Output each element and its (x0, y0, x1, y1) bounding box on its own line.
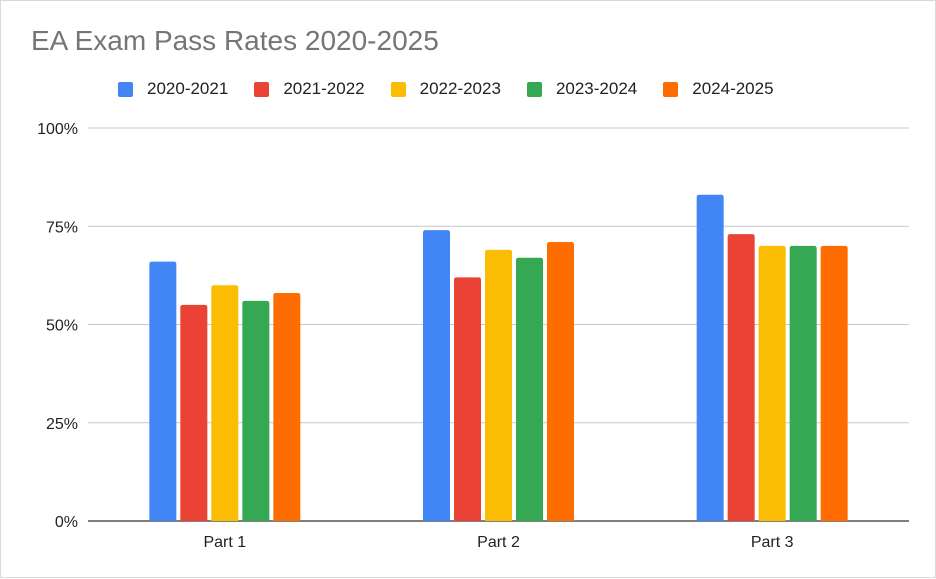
legend-item-2021-2022[interactable]: 2021-2022 (254, 79, 365, 99)
legend-item-2024-2025[interactable]: 2024-2025 (663, 79, 774, 99)
legend-label: 2022-2023 (419, 79, 501, 98)
bar-part-2-2023-2024[interactable] (516, 257, 543, 521)
bar-part-3-2023-2024[interactable] (789, 245, 817, 521)
chart-title: EA Exam Pass Rates 2020-2025 (31, 25, 439, 56)
chart-legend: 2020-2021 2021-2022 2022-2023 2023-2024 2024… (118, 78, 800, 100)
legend-item-2023-2024[interactable]: 2023-2024 (526, 79, 638, 99)
bar-part-1-2024-2025[interactable] (273, 293, 301, 521)
bar-part-2-2020-2021[interactable] (423, 230, 450, 521)
x-tick-label: Part 2 (477, 534, 520, 551)
bar-part-1-2022-2023[interactable] (211, 285, 239, 521)
legend-swatch (118, 81, 133, 97)
bar-part-3-2021-2022[interactable] (727, 234, 755, 522)
legend-label: 2020-2021 (147, 79, 229, 98)
y-tick-label: 100% (37, 121, 78, 138)
bar-part-1-2023-2024[interactable] (242, 300, 270, 521)
y-tick-label: 50% (46, 318, 78, 335)
legend-swatch (526, 81, 542, 97)
bar-part-3-2022-2023[interactable] (758, 245, 786, 521)
legend-item-2022-2023[interactable]: 2022-2023 (390, 79, 501, 99)
legend-label: 2021-2022 (283, 79, 365, 98)
bar-part-2-2022-2023[interactable] (485, 249, 512, 521)
x-tick-label: Part 1 (203, 534, 246, 551)
bar-part-3-2024-2025[interactable] (820, 245, 848, 521)
y-tick-label: 0% (55, 514, 78, 531)
bar-part-2-2021-2022[interactable] (454, 277, 481, 521)
bar-part-1-2020-2021[interactable] (149, 261, 177, 521)
bar-part-3-2020-2021[interactable] (696, 194, 724, 521)
legend-swatch (254, 81, 270, 97)
y-tick-label: 75% (46, 219, 78, 236)
legend-label: 2024-2025 (692, 79, 774, 98)
legend-label: 2023-2024 (555, 79, 638, 98)
legend-swatch (390, 81, 406, 97)
bar-part-2-2024-2025[interactable] (547, 241, 574, 521)
y-tick-label: 25% (46, 416, 78, 433)
bar-part-1-2021-2022[interactable] (180, 304, 208, 521)
legend-swatch (663, 81, 679, 97)
x-tick-label: Part 3 (751, 534, 794, 551)
legend-item-2020-2021[interactable]: 2020-2021 (118, 79, 228, 99)
